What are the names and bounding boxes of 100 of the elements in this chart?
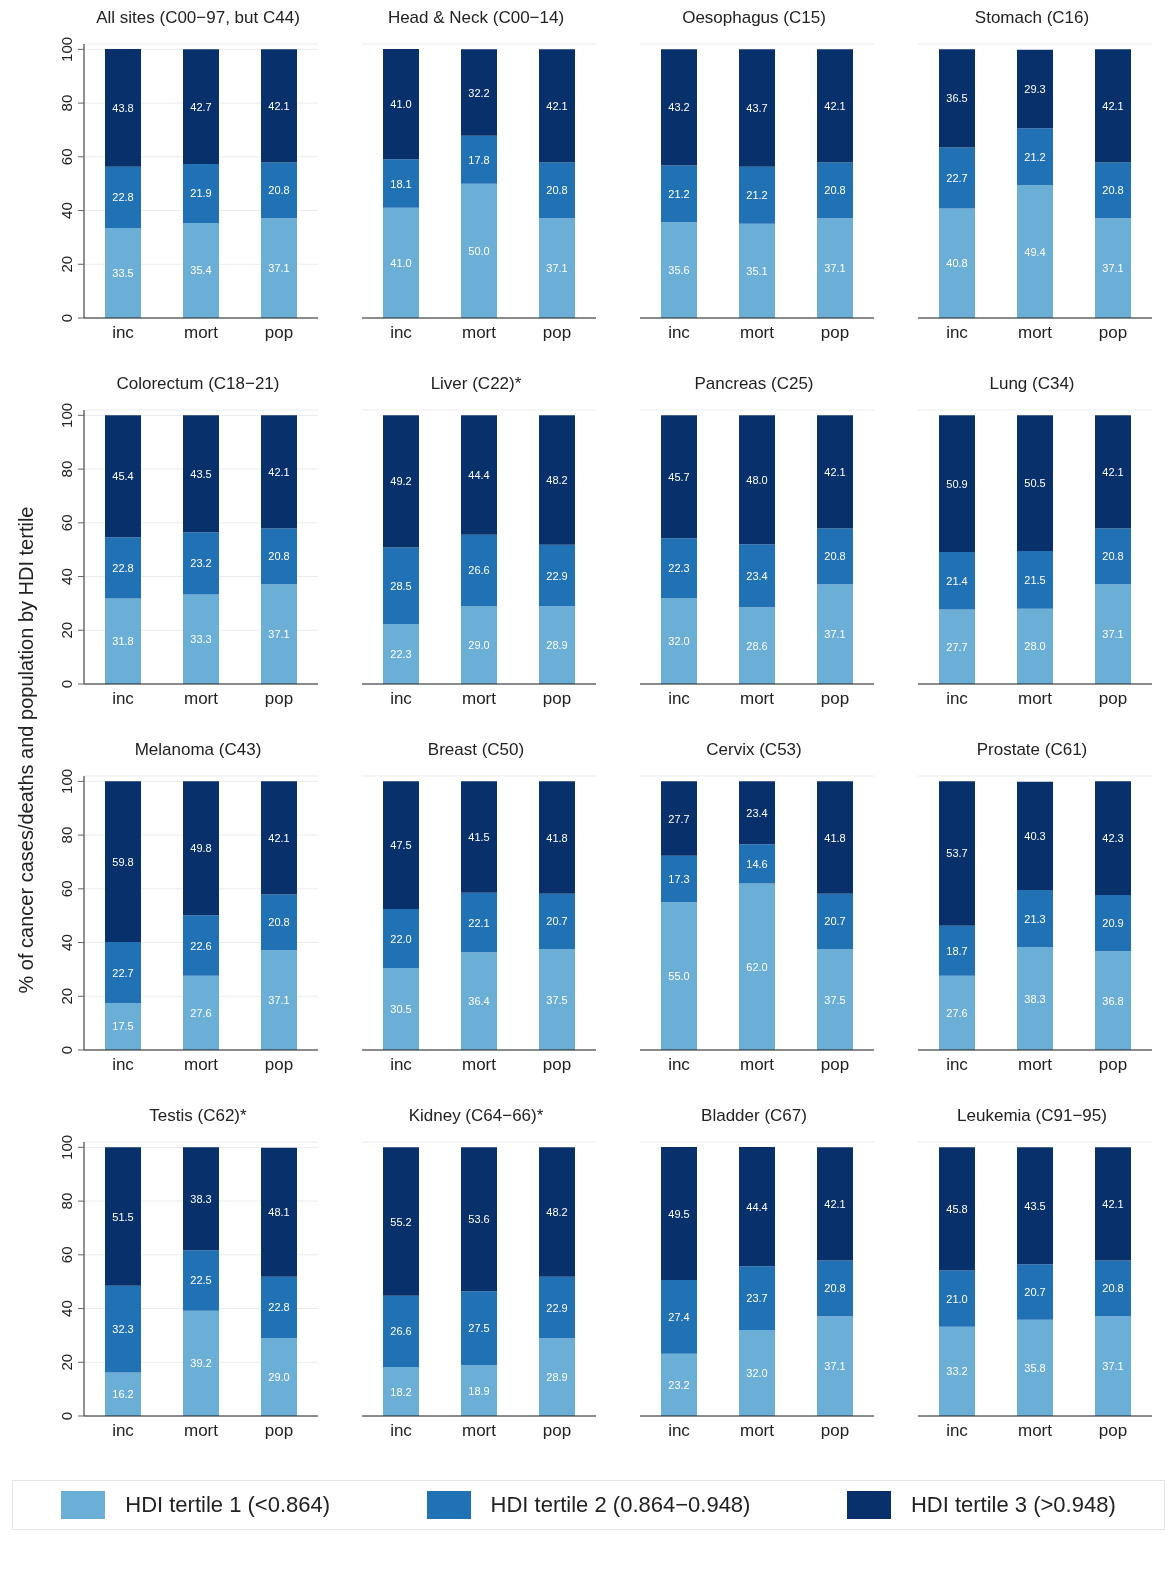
data-label: 18.7 xyxy=(946,944,968,957)
bar xyxy=(539,893,575,950)
bar xyxy=(183,915,219,976)
data-label: 21.9 xyxy=(190,187,212,200)
bar xyxy=(461,1365,497,1416)
chart-title: All sites (C00−97, but C44) xyxy=(95,8,300,29)
data-label: 22.7 xyxy=(946,171,968,184)
bar xyxy=(1095,1260,1131,1317)
bar xyxy=(383,415,419,548)
data-label: 18.2 xyxy=(390,1385,412,1398)
data-label: 42.1 xyxy=(824,465,846,478)
bar xyxy=(1017,49,1053,129)
data-label: 29.0 xyxy=(268,1371,290,1384)
x-tick-label: mort xyxy=(462,323,497,343)
bar xyxy=(739,1330,775,1416)
x-tick-label: mort xyxy=(740,689,775,709)
data-label: 39.2 xyxy=(190,1357,212,1370)
data-label: 42.1 xyxy=(268,831,290,844)
x-tick-label: mort xyxy=(1018,689,1053,709)
data-label: 31.8 xyxy=(112,635,134,648)
y-tick-label: 80 xyxy=(58,94,75,112)
data-label: 55.0 xyxy=(668,970,690,983)
x-tick-label: inc xyxy=(390,1421,413,1441)
bar xyxy=(1017,1264,1053,1320)
data-label: 37.1 xyxy=(546,262,568,275)
data-label: 42.1 xyxy=(1102,1197,1124,1210)
bar xyxy=(261,950,297,1050)
bar xyxy=(461,781,497,893)
data-label: 32.3 xyxy=(112,1323,134,1336)
data-label: 27.7 xyxy=(946,640,968,653)
chart-title: Stomach (C16) xyxy=(973,8,1090,29)
data-label: 43.7 xyxy=(746,102,768,115)
data-label: 21.2 xyxy=(1024,150,1046,163)
x-tick-label: pop xyxy=(542,1055,572,1075)
y-tick-label: 100 xyxy=(58,768,75,794)
data-label: 37.5 xyxy=(824,993,846,1006)
data-label: 22.8 xyxy=(112,191,134,204)
data-label: 22.0 xyxy=(390,932,412,945)
bar xyxy=(939,975,975,1050)
y-tick-label: 80 xyxy=(58,826,75,844)
bar xyxy=(383,49,419,160)
data-label: 32.2 xyxy=(468,86,490,99)
chart-title: Colorectum (C18−21) xyxy=(115,374,280,395)
x-tick-label: mort xyxy=(1018,323,1053,343)
data-label: 36.5 xyxy=(946,92,968,105)
data-label: 32.0 xyxy=(668,635,690,648)
bar xyxy=(461,1291,497,1366)
data-label: 20.8 xyxy=(1102,184,1124,197)
x-tick-label: inc xyxy=(668,323,691,343)
x-tick-label: pop xyxy=(542,689,572,709)
bar xyxy=(661,165,697,223)
data-label: 32.0 xyxy=(746,1367,768,1380)
data-label: 53.7 xyxy=(946,847,968,860)
bar xyxy=(1095,49,1131,163)
x-tick-label: pop xyxy=(1098,1421,1128,1441)
legend-label: HDI tertile 2 (0.864−0.948) xyxy=(490,1492,751,1518)
y-tick-label: 20 xyxy=(58,1353,75,1371)
data-label: 20.8 xyxy=(268,184,290,197)
x-tick-label: pop xyxy=(820,689,850,709)
data-label: 42.7 xyxy=(190,100,212,113)
bar xyxy=(939,1270,975,1327)
bar xyxy=(383,908,419,969)
y-tick-label: 80 xyxy=(58,1192,75,1210)
data-label: 22.8 xyxy=(268,1301,290,1314)
y-tick-label: 0 xyxy=(58,1045,75,1055)
data-label: 17.8 xyxy=(468,153,490,166)
bar xyxy=(1095,951,1131,1050)
bar xyxy=(1017,1147,1053,1265)
bar xyxy=(661,1353,697,1416)
chart-title: Bladder (C67) xyxy=(700,1106,807,1127)
x-tick-label: pop xyxy=(264,1055,294,1075)
data-label: 18.1 xyxy=(390,177,412,190)
chart-title: Lung (C34) xyxy=(988,374,1075,395)
data-label: 20.9 xyxy=(1102,917,1124,930)
bar xyxy=(261,1338,297,1416)
bar xyxy=(1095,781,1131,895)
data-label: 20.8 xyxy=(824,1282,846,1295)
x-tick-label: inc xyxy=(946,689,969,709)
bar xyxy=(817,162,853,219)
bar xyxy=(939,925,975,976)
y-tick-label: 100 xyxy=(58,1134,75,1160)
data-label: 29.3 xyxy=(1024,83,1046,95)
bar xyxy=(383,968,419,1050)
data-label: 48.0 xyxy=(746,473,768,486)
data-label: 20.8 xyxy=(824,550,846,563)
data-label: 28.0 xyxy=(1024,640,1046,653)
bar xyxy=(739,1266,775,1331)
data-label: 50.5 xyxy=(1024,477,1046,490)
x-tick-label: inc xyxy=(946,1421,969,1441)
data-label: 35.4 xyxy=(190,264,212,277)
data-label: 43.5 xyxy=(1024,1199,1046,1212)
bar xyxy=(461,135,497,184)
y-tick-label: 40 xyxy=(58,568,75,585)
bar xyxy=(261,584,297,684)
data-label: 41.8 xyxy=(824,831,846,844)
bar xyxy=(939,208,975,318)
bar xyxy=(817,415,853,529)
y-tick-label: 60 xyxy=(58,514,75,532)
x-tick-label: mort xyxy=(740,323,775,343)
x-tick-label: mort xyxy=(184,1055,219,1075)
